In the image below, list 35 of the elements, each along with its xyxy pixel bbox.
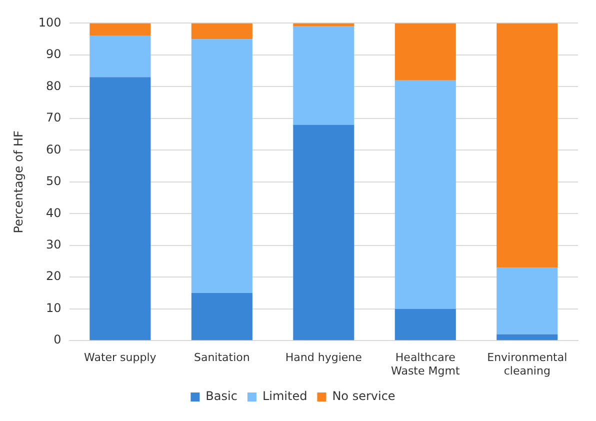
y-tick-label: 100 bbox=[38, 15, 62, 30]
bar bbox=[496, 23, 558, 268]
bar bbox=[394, 308, 456, 340]
bar bbox=[293, 124, 354, 340]
y-tick-label: 20 bbox=[46, 269, 62, 284]
bar bbox=[394, 80, 456, 309]
x-tick-label: Sanitation bbox=[194, 351, 250, 364]
y-tick-label: 30 bbox=[46, 238, 62, 252]
bar bbox=[90, 77, 151, 340]
bar bbox=[293, 23, 354, 26]
bar bbox=[191, 292, 252, 340]
y-tick-label: 60 bbox=[46, 142, 62, 156]
y-tick-label: 10 bbox=[46, 300, 62, 315]
bar bbox=[191, 39, 252, 293]
bar bbox=[496, 334, 558, 340]
y-tick-label: 0 bbox=[54, 332, 62, 347]
y-axis-title: Percentage of HF bbox=[11, 130, 26, 234]
bar bbox=[90, 36, 151, 78]
x-tick-label: Water supply bbox=[84, 351, 157, 364]
x-tick-label: Healthcare Waste Mgmt bbox=[391, 351, 460, 378]
y-tick-label: 40 bbox=[46, 206, 62, 220]
y-tick-label: 70 bbox=[46, 110, 62, 125]
legend-label: No service bbox=[332, 389, 396, 404]
y-tick-label: 80 bbox=[46, 78, 62, 93]
legend-label: Limited bbox=[262, 389, 308, 404]
x-tick-label: Environmental cleaning bbox=[487, 351, 568, 378]
x-tick-label: Hand hygiene bbox=[285, 351, 362, 364]
bar bbox=[394, 23, 456, 80]
legend-label: Basic bbox=[206, 389, 238, 404]
bar bbox=[293, 26, 354, 125]
y-tick-label: 90 bbox=[46, 47, 62, 62]
y-tick-label: 50 bbox=[46, 174, 62, 188]
bar bbox=[191, 23, 252, 40]
bar bbox=[496, 268, 558, 334]
bar bbox=[90, 23, 151, 36]
